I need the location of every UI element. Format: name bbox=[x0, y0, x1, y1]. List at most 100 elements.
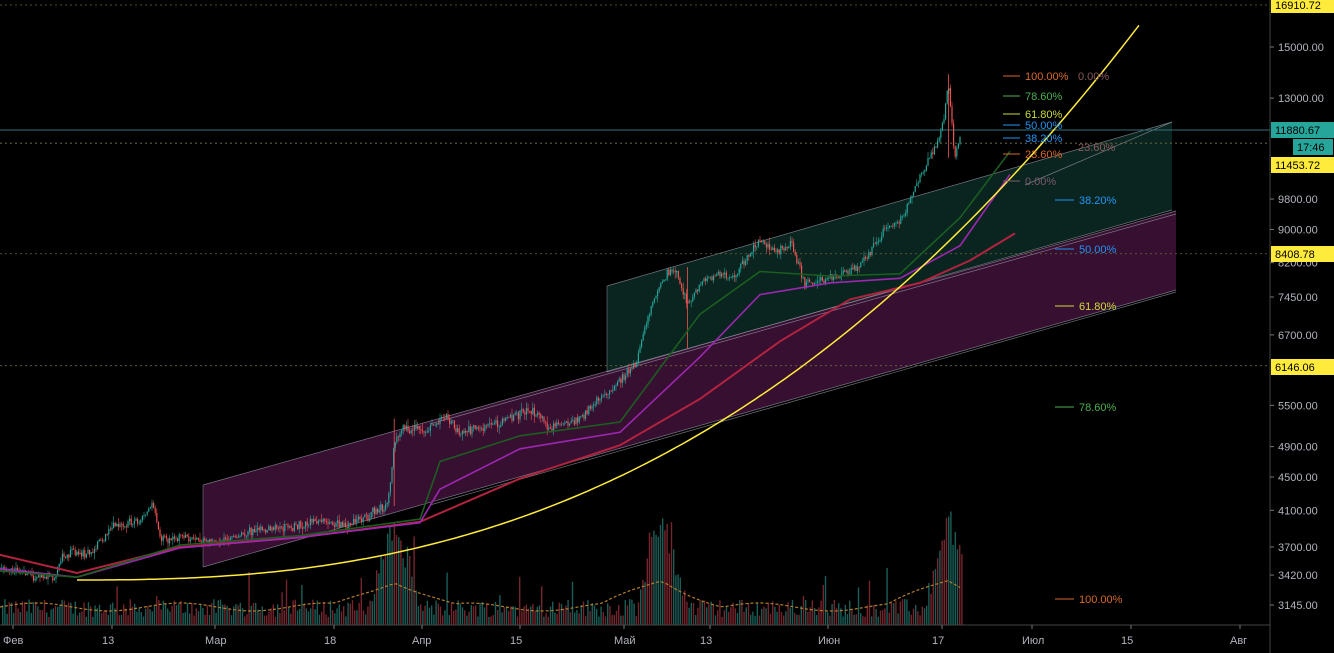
candle-body bbox=[121, 523, 123, 525]
candle-body bbox=[394, 442, 396, 449]
candle-body bbox=[567, 421, 569, 426]
volume-bar bbox=[136, 611, 138, 625]
volume-bar bbox=[912, 608, 915, 625]
volume-bar bbox=[340, 611, 343, 625]
volume-bar bbox=[629, 599, 631, 625]
candle-body bbox=[223, 537, 225, 543]
volume-bar bbox=[301, 584, 303, 625]
y-tick-label: 9000.00 bbox=[1278, 224, 1318, 236]
candle-body bbox=[482, 428, 484, 431]
volume-bar bbox=[618, 605, 620, 625]
volume-bar bbox=[114, 608, 116, 625]
candle-body bbox=[386, 503, 388, 505]
candle-body bbox=[949, 88, 951, 107]
candle-body bbox=[306, 521, 308, 526]
candle-body bbox=[781, 245, 783, 248]
candle-body bbox=[826, 277, 828, 280]
volume-bar bbox=[879, 610, 882, 625]
volume-bar bbox=[270, 608, 272, 625]
candle-body bbox=[724, 272, 726, 275]
candle-body bbox=[533, 407, 535, 417]
candle-body bbox=[772, 247, 774, 250]
volume-bar bbox=[604, 616, 607, 625]
candle-body bbox=[628, 369, 630, 374]
volume-bar bbox=[670, 522, 673, 625]
candle-body bbox=[156, 512, 158, 522]
fib-retracements: 100.00%78.60%61.80%50.00%38.20%23.60%0.0… bbox=[1003, 71, 1123, 606]
candle-body bbox=[682, 288, 684, 295]
volume-bar bbox=[15, 601, 17, 625]
candle-body bbox=[140, 520, 142, 523]
candle-body bbox=[141, 516, 143, 521]
candle-body bbox=[202, 538, 204, 543]
candle-body bbox=[337, 520, 339, 523]
candle-body bbox=[199, 539, 201, 542]
x-tick-label: 15 bbox=[1121, 635, 1133, 647]
volume-bar bbox=[257, 609, 259, 625]
volume-bar bbox=[875, 609, 877, 625]
candle-body bbox=[356, 519, 358, 523]
candle-body bbox=[303, 527, 305, 529]
volume-bar bbox=[184, 612, 186, 625]
volume-bar bbox=[578, 613, 580, 625]
volume-bar bbox=[536, 606, 538, 625]
candle-body bbox=[84, 550, 86, 558]
price-label-3: 11453.72 bbox=[1275, 160, 1320, 172]
candle-body bbox=[684, 293, 686, 295]
volume-bar bbox=[701, 601, 703, 625]
volume-bar bbox=[48, 616, 50, 625]
volume-bar bbox=[318, 614, 321, 625]
volume-bar bbox=[479, 602, 481, 625]
y-tick-label: 9800.00 bbox=[1278, 194, 1318, 206]
time-axis[interactable]: Фев 13 Мар 18 Апр 15 Май 13 Июн 17 Июл 15 Авг bbox=[0, 624, 1270, 647]
fib2-label-2: 61.80% bbox=[1079, 301, 1117, 313]
candle-body bbox=[268, 526, 270, 531]
candle-body bbox=[948, 88, 950, 91]
candle-body bbox=[577, 417, 579, 423]
volume-bar bbox=[772, 601, 774, 625]
volume-bar bbox=[783, 615, 785, 625]
candle-body bbox=[508, 417, 510, 418]
volume-bar bbox=[849, 600, 851, 625]
candle-body bbox=[671, 269, 673, 272]
candle-body bbox=[429, 425, 431, 431]
candle-body bbox=[452, 420, 454, 422]
candle-body bbox=[322, 518, 324, 522]
candle-body bbox=[407, 425, 409, 432]
volume-bar bbox=[915, 605, 917, 625]
price-axis[interactable]: 15000.0013000.009800.009000.008200.00745… bbox=[1269, 0, 1334, 653]
candle-body bbox=[647, 316, 649, 325]
candle-body bbox=[439, 418, 441, 425]
candle-body bbox=[205, 540, 207, 541]
candle-body bbox=[634, 363, 636, 367]
candle-body bbox=[599, 398, 601, 401]
candle-body bbox=[529, 411, 531, 412]
channel-line-2 bbox=[429, 213, 1177, 425]
volume-bar bbox=[824, 575, 827, 625]
volume-bar bbox=[356, 610, 358, 625]
volume-bar bbox=[776, 611, 778, 625]
candle-body bbox=[375, 509, 377, 514]
candle-body bbox=[751, 251, 753, 254]
candle-body bbox=[738, 268, 740, 274]
candle-body bbox=[569, 423, 571, 426]
candle-body bbox=[130, 518, 132, 526]
volume-bar bbox=[63, 600, 65, 625]
candle-body bbox=[117, 524, 119, 527]
volume-bar bbox=[679, 577, 681, 625]
volume-bar bbox=[607, 603, 609, 625]
volume-bar bbox=[860, 613, 862, 625]
channel-line-4 bbox=[606, 121, 1173, 287]
candle-body bbox=[933, 146, 935, 155]
candle-body bbox=[725, 272, 727, 279]
candle-body bbox=[185, 534, 187, 538]
candle-body bbox=[660, 283, 662, 288]
candle-body bbox=[276, 525, 278, 529]
candle-body bbox=[759, 239, 761, 241]
candle-body bbox=[773, 247, 775, 252]
volume-bar bbox=[233, 606, 235, 625]
volume-bar bbox=[354, 610, 356, 625]
candle-body bbox=[93, 549, 95, 554]
candle-body bbox=[503, 418, 505, 421]
